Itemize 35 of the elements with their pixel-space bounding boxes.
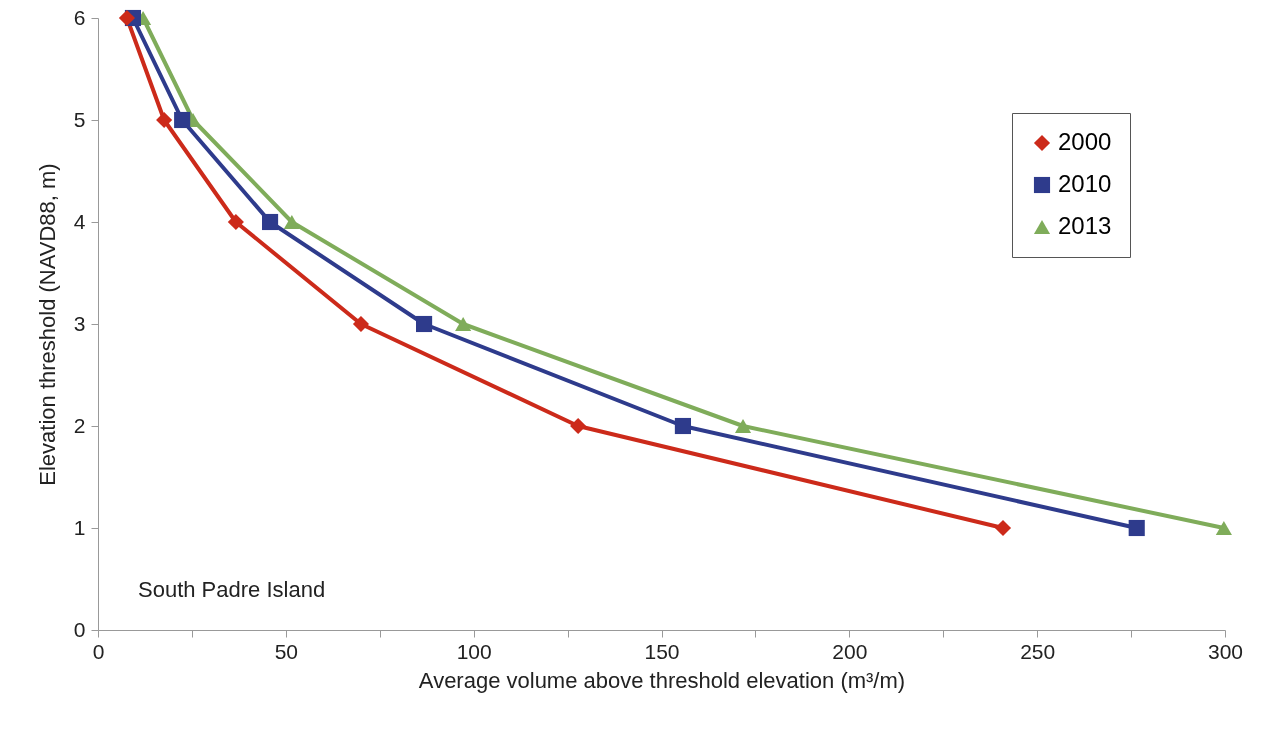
point — [1215, 521, 1232, 535]
y-tick-label: 0 — [73, 617, 86, 641]
y-tick-label: 1 — [73, 515, 86, 539]
x-tick-label: 100 — [456, 639, 492, 663]
x-tick-label: 250 — [1020, 639, 1056, 663]
point — [352, 315, 370, 333]
x-tick-label: 150 — [644, 639, 680, 663]
point — [261, 213, 279, 231]
y-tick-label: 2 — [73, 413, 86, 437]
point — [227, 213, 244, 231]
x-tick-label: 200 — [832, 639, 868, 663]
y-tick-label: 4 — [73, 209, 86, 233]
point — [994, 519, 1012, 537]
point — [283, 215, 300, 229]
point — [416, 315, 433, 333]
x-axis-title: Average volume above threshold elevation (m³/m) — [418, 667, 906, 693]
legend-label: 2013 — [1058, 212, 1112, 239]
legend-label: 2000 — [1058, 128, 1112, 155]
y-tick-label: 3 — [73, 311, 86, 335]
point — [1128, 519, 1145, 537]
point — [174, 111, 191, 129]
point — [156, 111, 173, 129]
y-tick-label: 5 — [73, 107, 86, 131]
y-tick-label: 6 — [73, 5, 86, 29]
x-tick-label: 0 — [92, 639, 105, 663]
y-axis-title: Elevation threshold (NAVD88, m) — [34, 163, 60, 486]
point — [118, 9, 135, 27]
point — [570, 417, 587, 435]
point — [455, 317, 472, 331]
legend-label: 2010 — [1058, 170, 1112, 197]
point — [734, 419, 752, 433]
x-tick-label: 50 — [274, 639, 299, 663]
annotation: South Padre Island — [138, 577, 326, 602]
x-tick-label: 300 — [1207, 639, 1244, 663]
point — [674, 417, 691, 435]
